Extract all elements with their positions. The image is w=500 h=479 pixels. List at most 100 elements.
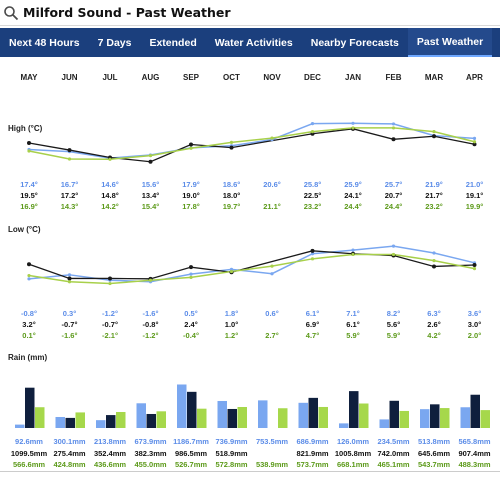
low-value-black: 3.2° [22, 320, 36, 329]
low-blue-point [432, 251, 436, 255]
low-temp-chart [27, 244, 477, 286]
high-black-point [432, 134, 436, 139]
high-blue-point [391, 122, 396, 126]
rain-bar-blue [460, 407, 470, 428]
low-green-point [27, 273, 31, 278]
high-green-point [189, 146, 193, 150]
low-value-blue: 1.8° [224, 309, 239, 318]
rain-bar-blue [55, 416, 65, 428]
rain-bar-blue [217, 400, 227, 428]
low-black-line [28, 250, 475, 280]
rain-value-green: 538.9mm [255, 460, 289, 469]
low-value-blue: 0.5° [184, 309, 198, 318]
high-value-black: 21.7° [425, 191, 443, 200]
tab-extended[interactable]: Extended [149, 36, 197, 49]
high-green-point [391, 126, 396, 130]
rain-value-black: 382.3mm [134, 449, 167, 458]
high-green-point [472, 140, 477, 144]
high-value-blue: 25.9° [344, 180, 362, 189]
search-bar[interactable]: Milford Sound - Past Weather [0, 0, 500, 26]
rain-value-green: 668.1mm [336, 460, 370, 469]
low-green-point [270, 264, 274, 268]
low-value-green: 1.2° [224, 331, 239, 340]
rain-value-blue: 686.9mm [296, 437, 329, 446]
rain-bar-green [278, 408, 288, 428]
high-value-green: 24.4° [344, 202, 362, 211]
rain-bar-green [237, 406, 247, 428]
tab-water-activities[interactable]: Water Activities [214, 36, 293, 49]
high-temp-label: High (°C) [8, 124, 43, 133]
forecast-nav: Next 48 Hours 7 Days Extended Water Acti… [0, 28, 500, 57]
high-value-green: 14.2° [101, 202, 119, 211]
low-green-point [229, 269, 234, 274]
high-green-point [351, 126, 355, 130]
rain-value-blue: 234.5mm [377, 437, 410, 446]
low-value-blue: -1.6° [142, 309, 159, 318]
high-value-green: 23.2° [303, 202, 322, 211]
high-value-black: 18.0° [222, 191, 241, 200]
low-value-blue: 8.2° [386, 309, 401, 318]
rain-value-green: 455.0mm [134, 460, 167, 469]
low-value-green: 2.0° [467, 331, 482, 340]
rain-value-green: 526.7mm [174, 460, 208, 469]
high-value-blue: 25.8° [303, 180, 322, 189]
high-value-blue: 17.9° [182, 180, 200, 189]
high-black-point [27, 141, 31, 145]
rain-value-blue: 300.1mm [53, 437, 86, 446]
low-value-green: -1.6° [61, 331, 78, 340]
low-green-point [189, 275, 193, 279]
low-blue-point [189, 272, 193, 276]
high-value-blue: 25.7° [384, 180, 403, 189]
low-value-green: -2.1° [102, 331, 118, 340]
low-blue-point [310, 252, 315, 256]
rain-bar-green [75, 412, 85, 428]
low-value-green: 0.1° [22, 331, 36, 340]
month-label-apr: APR [466, 73, 483, 82]
rain-value-black: 518.9mm [215, 449, 248, 458]
low-blue-line [28, 245, 475, 283]
tab-7-days[interactable]: 7 Days [97, 36, 132, 49]
rain-bar-blue [258, 400, 268, 428]
divider [0, 471, 500, 472]
month-label-jan: JAN [344, 73, 362, 82]
rain-bar-black [65, 417, 75, 428]
low-value-blue: 0.6° [265, 309, 279, 318]
high-green-point [310, 130, 315, 134]
rain-bar-black [470, 394, 480, 428]
rain-bar-blue [379, 419, 389, 428]
high-value-green: 19.7° [222, 202, 241, 211]
high-value-black: 17.2° [60, 191, 79, 200]
tab-next-48-hours[interactable]: Next 48 Hours [9, 36, 80, 49]
low-temp-label: Low (°C) [8, 225, 41, 234]
tab-past-weather[interactable]: Past Weather [407, 28, 493, 57]
low-value-blue: 3.6° [467, 309, 482, 318]
rain-bar-green [359, 403, 369, 428]
low-value-black: -0.8° [142, 320, 159, 329]
high-black-line [28, 128, 475, 163]
rain-value-black: 352.4mm [93, 449, 127, 458]
tab-nearby-forecasts[interactable]: Nearby Forecasts [310, 36, 399, 49]
high-value-blue: 17.4° [20, 180, 38, 189]
rain-bar-black [187, 391, 197, 428]
rain-value-green: 572.8mm [215, 460, 248, 469]
rain-bar-black [106, 415, 116, 428]
rain-bar-blue [177, 384, 187, 428]
month-label-feb: FEB [385, 73, 402, 82]
rain-value-black: 907.4mm [458, 449, 491, 458]
high-value-blue: 15.6° [141, 180, 160, 189]
high-black-point [391, 137, 396, 142]
rain-chart [15, 384, 490, 428]
month-label-mar: MAR [424, 73, 444, 82]
month-label-oct: OCT [223, 73, 240, 82]
high-blue-point [472, 136, 477, 140]
rain-value-blue: 753.5mm [255, 437, 289, 446]
low-value-blue: -1.2° [102, 309, 118, 318]
low-black-point [310, 248, 315, 253]
rain-value-black: 645.6mm [417, 449, 451, 458]
low-black-point [67, 276, 72, 281]
low-blue-point [270, 272, 274, 276]
high-black-point [189, 142, 193, 147]
low-value-blue: 0.3° [62, 309, 77, 318]
search-icon[interactable] [3, 5, 19, 21]
rain-value-blue: 1186.7mm [173, 437, 209, 446]
